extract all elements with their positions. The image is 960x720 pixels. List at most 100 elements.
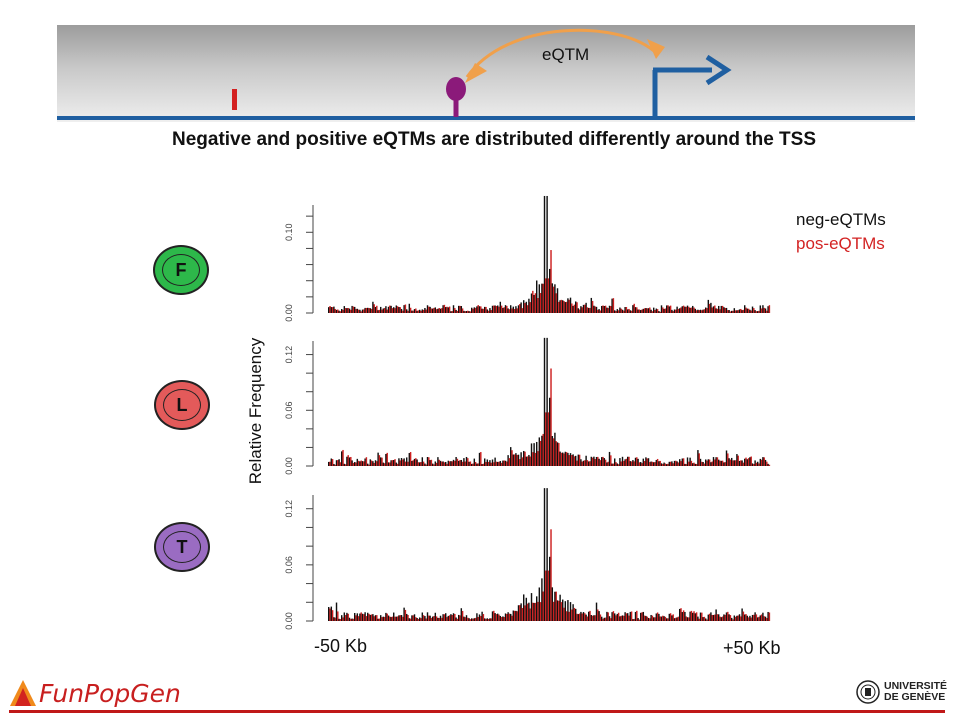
bar-pos-eqtm: [532, 452, 534, 466]
bar-pos-eqtm: [638, 619, 641, 621]
bar-neg-eqtm: [733, 460, 736, 466]
bar-neg-eqtm: [759, 458, 762, 466]
bar-pos-eqtm: [745, 457, 747, 466]
bar-pos-eqtm: [597, 309, 599, 313]
bar-pos-eqtm: [461, 610, 464, 621]
bar-pos-eqtm: [360, 612, 362, 621]
bar-pos-eqtm: [651, 461, 654, 466]
bar-pos-eqtm: [714, 305, 716, 313]
bar-neg-eqtm: [489, 308, 491, 313]
bar-neg-eqtm: [679, 308, 681, 313]
bar-neg-eqtm: [671, 309, 673, 313]
bar-pos-eqtm: [693, 611, 695, 621]
bar-neg-eqtm: [406, 613, 408, 621]
bar-pos-eqtm: [389, 462, 391, 466]
bar-pos-eqtm: [672, 463, 674, 466]
bar-neg-eqtm: [484, 306, 486, 313]
bar-neg-eqtm: [640, 612, 642, 621]
bar-neg-eqtm: [564, 451, 567, 466]
bar-pos-eqtm: [441, 617, 443, 621]
bar-neg-eqtm: [707, 299, 710, 313]
bar-pos-eqtm: [526, 603, 529, 621]
bar-neg-eqtm: [629, 611, 632, 621]
bar-neg-eqtm: [712, 457, 715, 466]
bar-neg-eqtm: [642, 308, 645, 313]
bar-neg-eqtm: [757, 461, 759, 466]
bar-neg-eqtm: [588, 461, 590, 466]
eqtm-arc: [465, 28, 655, 78]
bar-pos-eqtm: [698, 453, 700, 466]
bar-neg-eqtm: [471, 463, 473, 466]
bar-neg-eqtm: [754, 460, 756, 466]
bar-pos-eqtm: [339, 462, 342, 466]
bar-neg-eqtm: [738, 309, 741, 313]
bar-neg-eqtm: [382, 462, 385, 466]
bar-neg-eqtm: [577, 308, 580, 313]
bar-neg-eqtm: [439, 308, 442, 313]
bar-neg-eqtm: [629, 310, 632, 313]
bar-neg-eqtm: [330, 458, 333, 466]
bar-neg-eqtm: [759, 615, 762, 621]
bar-neg-eqtm: [580, 306, 582, 313]
bar-neg-eqtm: [749, 615, 751, 621]
bar-neg-eqtm: [361, 309, 364, 313]
bar-pos-eqtm: [701, 612, 703, 621]
bar-neg-eqtm: [720, 460, 723, 466]
bar-neg-eqtm: [343, 306, 346, 313]
bar-neg-eqtm: [697, 309, 699, 313]
bar-neg-eqtm: [715, 457, 717, 466]
bar-pos-eqtm: [584, 460, 586, 466]
bar-pos-eqtm: [513, 454, 516, 466]
arc-arrowhead-right-icon: [647, 39, 665, 59]
bar-pos-eqtm: [610, 618, 612, 621]
bar-pos-eqtm: [716, 457, 719, 466]
bar-pos-eqtm: [521, 457, 524, 466]
bar-neg-eqtm: [603, 458, 606, 466]
bar-neg-eqtm: [614, 613, 616, 621]
bar-pos-eqtm: [591, 300, 594, 313]
bar-neg-eqtm: [632, 619, 634, 621]
bar-neg-eqtm: [374, 460, 377, 466]
bar-neg-eqtm: [611, 463, 613, 466]
bar-neg-eqtm: [676, 617, 678, 621]
bar-pos-eqtm: [690, 307, 693, 313]
bar-pos-eqtm: [350, 309, 352, 313]
bar-neg-eqtm: [697, 616, 699, 621]
bar-neg-eqtm: [390, 460, 392, 466]
bar-pos-eqtm: [532, 602, 534, 621]
bar-neg-eqtm: [671, 615, 673, 621]
bar-pos-eqtm: [360, 460, 362, 466]
bar-neg-eqtm: [452, 305, 455, 313]
bar-pos-eqtm: [589, 610, 591, 621]
bar-neg-eqtm: [536, 441, 538, 466]
bar-pos-eqtm: [763, 457, 765, 466]
legend-neg: neg-eQTMs: [796, 210, 886, 229]
bar-neg-eqtm: [473, 307, 476, 313]
bar-neg-eqtm: [653, 307, 655, 313]
bar-pos-eqtm: [378, 455, 381, 466]
bar-pos-eqtm: [511, 450, 513, 466]
bar-neg-eqtm: [580, 459, 582, 466]
bar-neg-eqtm: [593, 456, 595, 466]
bar-pos-eqtm: [745, 307, 747, 313]
tissue-badge-f: F: [153, 245, 209, 295]
bar-neg-eqtm: [666, 618, 668, 621]
bar-pos-eqtm: [456, 618, 459, 621]
bar-neg-eqtm: [562, 300, 564, 313]
bar-neg-eqtm: [621, 615, 624, 621]
bar-neg-eqtm: [517, 605, 520, 621]
bar-pos-eqtm: [469, 311, 472, 313]
bar-neg-eqtm: [348, 617, 351, 621]
bar-pos-eqtm: [464, 617, 466, 621]
bar-pos-eqtm: [337, 611, 339, 621]
bar-neg-eqtm: [481, 611, 483, 621]
bar-neg-eqtm: [606, 462, 608, 466]
bar-neg-eqtm: [767, 611, 769, 621]
bar-pos-eqtm: [633, 618, 635, 621]
bar-neg-eqtm: [666, 305, 668, 313]
bar-neg-eqtm: [502, 460, 504, 466]
bar-pos-eqtm: [755, 462, 758, 466]
bar-neg-eqtm: [510, 305, 512, 313]
bar-neg-eqtm: [679, 608, 681, 621]
bar-pos-eqtm: [446, 306, 448, 313]
